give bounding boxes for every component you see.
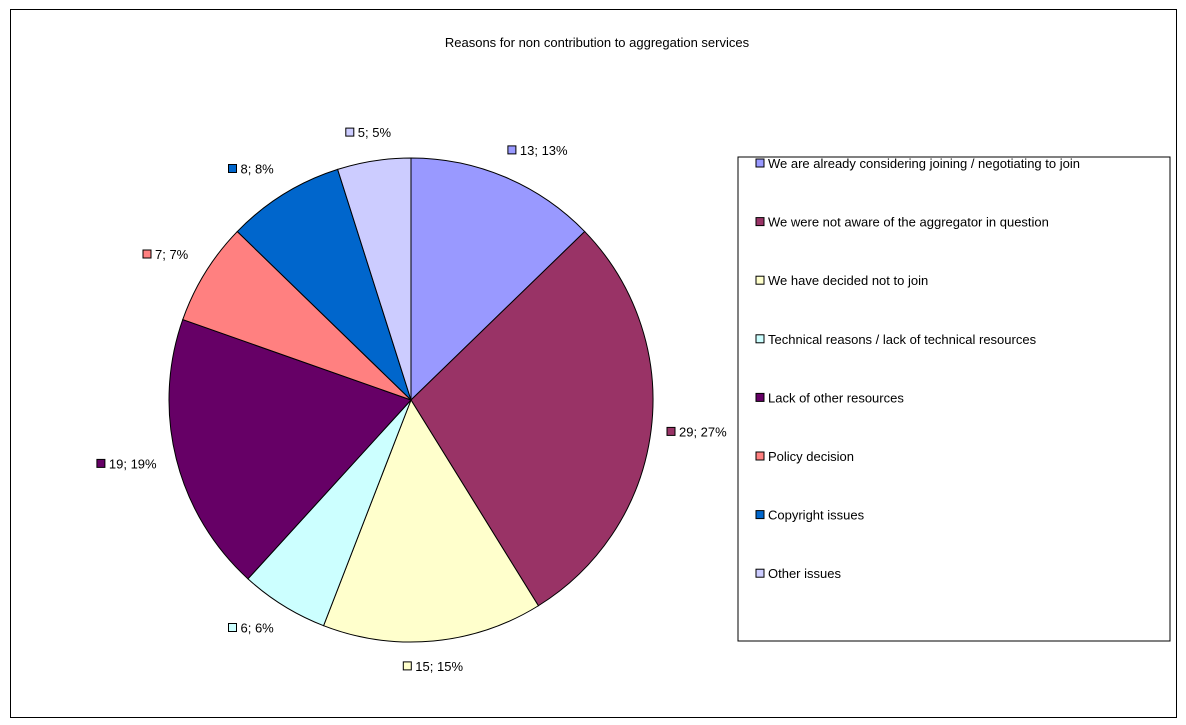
data-label-swatch	[402, 661, 412, 671]
data-label-swatch	[96, 458, 106, 468]
legend-entry: Other issues	[755, 566, 841, 581]
chart-title: Reasons for non contribution to aggregat…	[445, 35, 750, 50]
legend-label: Copyright issues	[768, 508, 865, 523]
data-label: 8; 8%	[228, 162, 275, 177]
data-label-swatch	[142, 249, 152, 259]
pie-data-labels: 13; 13% 29; 27% 15; 15% 6; 6% 19; 19% 7; 7% 8;…	[96, 125, 727, 674]
legend-entry: Technical reasons / lack of technical re…	[755, 332, 1037, 347]
legend-label: We are already considering joining / neg…	[768, 156, 1080, 171]
data-label: 19; 19%	[96, 456, 157, 471]
data-label-text: 19; 19%	[109, 456, 157, 471]
legend-label: Technical reasons / lack of technical re…	[768, 332, 1037, 347]
legend-entry: Lack of other resources	[755, 390, 904, 405]
legend-swatch	[755, 568, 765, 578]
legend-swatch	[755, 217, 765, 227]
data-label: 15; 15%	[402, 659, 463, 674]
legend-entry: We are already considering joining / neg…	[755, 156, 1080, 171]
legend-swatch	[755, 158, 765, 168]
legend-swatch	[755, 392, 765, 402]
legend-swatch	[755, 510, 765, 520]
pie-slice	[337, 157, 412, 401]
pie-slice	[182, 230, 412, 401]
data-label-text: 13; 13%	[520, 143, 568, 158]
legend-swatch	[755, 334, 765, 344]
data-label-text: 6; 6%	[241, 621, 275, 636]
data-label-swatch	[228, 623, 237, 632]
data-label: 29; 27%	[666, 424, 727, 439]
pie-slice	[236, 168, 412, 401]
pie-slice	[410, 230, 654, 607]
data-label-swatch	[507, 145, 517, 155]
legend-entry: Policy decision	[755, 449, 854, 464]
data-label-swatch	[666, 426, 676, 436]
data-label-text: 15; 15%	[415, 659, 463, 674]
legend-label: Lack of other resources	[768, 390, 904, 405]
legend-swatch	[755, 451, 765, 461]
data-label: 7; 7%	[142, 247, 189, 262]
legend-entry: We were not aware of the aggregator in q…	[755, 215, 1049, 230]
legend-box	[737, 156, 1171, 642]
data-label-swatch	[345, 127, 355, 137]
pie-slice	[168, 318, 412, 580]
pie-slices	[168, 157, 654, 643]
legend-entry: We have decided not to join	[755, 273, 928, 288]
data-label-text: 8; 8%	[241, 162, 275, 177]
legend-label: We were not aware of the aggregator in q…	[768, 215, 1049, 230]
legend: We are already considering joining / neg…	[737, 156, 1171, 642]
data-label: 13; 13%	[507, 143, 568, 158]
data-label-swatch	[228, 164, 237, 173]
data-label-text: 5; 5%	[358, 125, 392, 140]
legend-swatch	[755, 275, 765, 285]
data-label-text: 7; 7%	[155, 247, 189, 262]
data-label: 5; 5%	[345, 125, 392, 140]
legend-label: We have decided not to join	[768, 273, 928, 288]
pie-slice	[410, 157, 586, 402]
data-label-text: 29; 27%	[679, 424, 727, 439]
legend-entry: Copyright issues	[755, 508, 865, 523]
legend-label: Other issues	[768, 566, 841, 581]
data-label: 6; 6%	[228, 621, 275, 636]
legend-label: Policy decision	[768, 449, 854, 464]
pie-slice	[322, 398, 540, 643]
